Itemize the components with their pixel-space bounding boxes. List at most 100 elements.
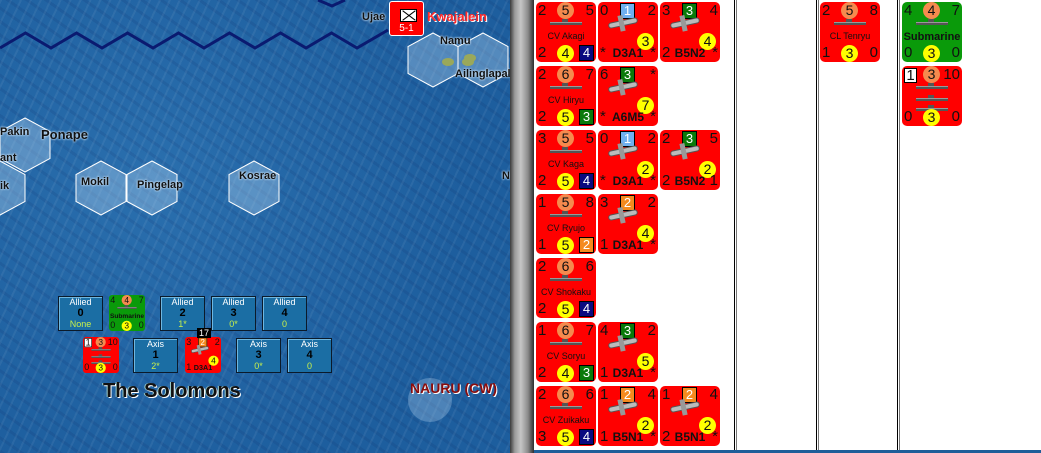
counter-b5n1[interactable]: 1 2 2 4 B5N1 1 * bbox=[598, 386, 658, 446]
stat-top-left: 3 bbox=[186, 337, 192, 348]
stat-bottom-left: * bbox=[600, 108, 606, 125]
island-hex[interactable] bbox=[228, 160, 280, 216]
stat-bottom-left: 1 bbox=[822, 44, 831, 61]
counter-b5n2[interactable]: 3 3 4 4 B5N2 2 * bbox=[660, 2, 720, 62]
counter-d3a1[interactable]: 4 3 5 2 D3A1 1 * bbox=[598, 322, 658, 382]
stat-top-right: 8 bbox=[869, 2, 878, 19]
stat-top-left: 0 bbox=[600, 130, 609, 147]
plane-icon bbox=[669, 16, 701, 30]
nauru-hex[interactable] bbox=[408, 378, 452, 422]
counter-cv-ryujo[interactable]: 1 5 5 8 CV Ryujo 1 2 bbox=[536, 194, 596, 254]
box-number: 4 bbox=[281, 307, 288, 319]
speed-square: 2 bbox=[579, 237, 594, 253]
counter-cl-tenryu[interactable]: 2 5 3 8 CL Tenryu 1 0 bbox=[820, 2, 880, 62]
counter-d3a1[interactable]: 3 2 4 2 D3A1 1 * bbox=[598, 194, 658, 254]
counter-submarine[interactable]: 4 4 3 7 Submarine 0 0 bbox=[902, 2, 962, 62]
box-number: 3 bbox=[230, 307, 237, 319]
map-counter[interactable]: 3 2 4 2 D3A1 1 bbox=[185, 337, 221, 373]
counter-cv-shokaku[interactable]: 2 6 5 6 CV Shokaku 2 4 bbox=[536, 258, 596, 318]
counter-cv-soryu[interactable]: 1 6 4 7 CV Soryu 2 3 bbox=[536, 322, 596, 382]
box-side: Allied bbox=[171, 297, 194, 307]
zone-boundary-line bbox=[0, 28, 389, 50]
range-circle: 5 bbox=[637, 353, 654, 370]
counter-group[interactable]: 1 3 3 10 0 0 bbox=[83, 337, 119, 373]
stat-bottom-left: 2 bbox=[538, 108, 547, 125]
counter-cv-akagi[interactable]: 2 5 4 5 CV Akagi 2 4 bbox=[536, 2, 596, 62]
counter-cv-hiryu[interactable]: 2 6 5 7 CV Hiryu 2 3 bbox=[536, 66, 596, 126]
map-counter[interactable]: 1 3 3 10 0 0 bbox=[83, 337, 119, 373]
map-label-ailinglapalap: Ailinglapalap bbox=[455, 68, 510, 80]
plane-icon bbox=[607, 144, 639, 158]
unit-strength: 5-1 bbox=[399, 23, 414, 34]
stat-bottom-left: 1 bbox=[600, 428, 609, 445]
stat-bottom-right: 0 bbox=[138, 320, 144, 331]
island-hex[interactable] bbox=[0, 117, 51, 173]
attack-circle: 6 bbox=[557, 386, 574, 403]
counter-name: Submarine bbox=[109, 312, 145, 320]
defense-circle: 3 bbox=[95, 362, 106, 373]
column-divider bbox=[734, 0, 737, 453]
stat-top-right: 4 bbox=[709, 386, 718, 403]
counter-name: CV Ryujo bbox=[546, 223, 585, 233]
kwajalein-unit-counter[interactable]: 5-1 bbox=[389, 1, 424, 36]
ship-silhouette-icon bbox=[916, 19, 948, 25]
zone-boundary-line bbox=[317, 0, 346, 8]
counter-group[interactable]: 1 3 3 10 0 0 bbox=[902, 66, 962, 126]
island-hex[interactable] bbox=[457, 32, 509, 88]
map-label-ni: Ni bbox=[502, 170, 510, 182]
island-hex[interactable] bbox=[0, 160, 26, 216]
holding-box-allied[interactable]: Allied 2 1* bbox=[160, 296, 205, 331]
counter-row: 1 6 4 7 CV Soryu 2 3 4 3 5 2 D3A1 1 * bbox=[536, 322, 720, 382]
map-label-ujae: Ujae bbox=[362, 11, 386, 23]
holding-box-allied[interactable]: Allied 3 0* bbox=[211, 296, 256, 331]
stat-top-left: 2 bbox=[538, 66, 547, 83]
island-hex[interactable] bbox=[126, 160, 178, 216]
air-rating-square: 3 bbox=[620, 323, 635, 339]
counter-d3a1[interactable]: 0 1 3 2 D3A1 * * bbox=[598, 2, 658, 62]
stat-bottom-left: 2 bbox=[538, 44, 547, 61]
counter-d3a1[interactable]: 3 2 4 2 D3A1 1 bbox=[185, 337, 221, 373]
range-circle: 2 bbox=[699, 161, 716, 178]
panel-splitter[interactable] bbox=[510, 0, 534, 453]
stat-top-right: 6 bbox=[585, 386, 594, 403]
defense-circle: 5 bbox=[557, 301, 574, 318]
holding-box-axis[interactable]: Axis 1 2* bbox=[133, 338, 178, 373]
stat-top-right: 7 bbox=[138, 295, 144, 306]
holding-box-allied[interactable]: Allied 4 0 bbox=[262, 296, 307, 331]
counter-cv-zuikaku[interactable]: 2 6 5 6 CV Zuikaku 3 4 bbox=[536, 386, 596, 446]
ship-silhouette-icon bbox=[91, 354, 111, 358]
stat-bottom-left: 2 bbox=[538, 300, 547, 317]
island-hex[interactable] bbox=[75, 160, 127, 216]
range-circle: 2 bbox=[637, 417, 654, 434]
box-side: Axis bbox=[300, 339, 318, 349]
counter-a6m5[interactable]: 6 3 7 * A6M5 * * bbox=[598, 66, 658, 126]
counter-b5n1[interactable]: 1 2 2 4 B5N1 2 * bbox=[660, 386, 720, 446]
counter-name: B5N1 bbox=[674, 430, 706, 444]
defense-circle: 5 bbox=[557, 109, 574, 126]
map-counter[interactable]: 4 4 3 7 Submarine 0 0 bbox=[109, 295, 145, 331]
counter-cv-kaga[interactable]: 3 5 5 5 CV Kaga 2 4 bbox=[536, 130, 596, 190]
stat-top-right: 6 bbox=[585, 258, 594, 275]
stat-top-right: 2 bbox=[214, 337, 220, 348]
holding-box-axis[interactable]: Axis 4 0 bbox=[287, 338, 332, 373]
attack-circle: 4 bbox=[923, 2, 940, 19]
counter-b5n2[interactable]: 2 3 2 5 B5N2 2 1 bbox=[660, 130, 720, 190]
counter-submarine[interactable]: 4 4 3 7 Submarine 0 0 bbox=[109, 295, 145, 331]
game-map[interactable]: Ujae Kwajalein Namu Ailinglapalap Pakin … bbox=[0, 0, 510, 453]
counter-row: 2 5 4 5 CV Akagi 2 4 0 1 3 2 D3A1 * * 3 3 4 4 B5N2 2 * bbox=[536, 2, 720, 62]
stat-top-left: 3 bbox=[600, 194, 609, 211]
ship-silhouette-icon bbox=[916, 83, 948, 89]
map-label-ant: ant bbox=[0, 152, 17, 164]
box-side: Axis bbox=[249, 339, 267, 349]
attack-circle: 3 bbox=[923, 66, 940, 83]
stat-bottom-right: * bbox=[650, 236, 656, 253]
counter-d3a1[interactable]: 0 1 2 2 D3A1 * * bbox=[598, 130, 658, 190]
holding-box-allied[interactable]: Allied 0 None bbox=[58, 296, 103, 331]
stat-top-left: 4 bbox=[904, 2, 913, 19]
holding-box-axis[interactable]: Axis 3 0* bbox=[236, 338, 281, 373]
stat-bottom-right: * bbox=[650, 172, 656, 189]
attack-circle: 5 bbox=[841, 2, 858, 19]
counter-name: D3A1 bbox=[612, 174, 644, 188]
plane-icon bbox=[669, 144, 701, 158]
stat-bottom-right: 0 bbox=[869, 44, 878, 61]
